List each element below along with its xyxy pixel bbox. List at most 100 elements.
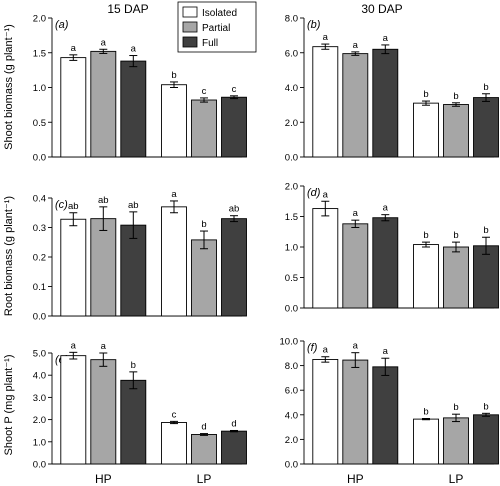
bar-full-hp: [372, 217, 399, 309]
y-tick-label: 6.0: [285, 386, 298, 397]
y-tick-label: 2.0: [285, 435, 298, 446]
bar-isolated-hp: [60, 218, 87, 317]
significance-letter: b: [201, 219, 206, 230]
significance-letter: b: [483, 82, 488, 93]
significance-letter: b: [131, 360, 136, 371]
y-tick-label: 0.2: [33, 253, 46, 264]
y-tick-label: 0.4: [33, 194, 46, 205]
legend-label-isolated: Isolated: [202, 8, 237, 19]
bar-partial-lp: [443, 104, 469, 158]
significance-letter: ab: [98, 195, 109, 206]
panel-a: 0.0 0.5 1.0 1.5 2.0 (a) a a a b c c: [33, 14, 247, 164]
significance-letter: a: [353, 208, 359, 219]
y-tick-label: 5.0: [33, 349, 46, 360]
bar-isolated-lp: [413, 244, 439, 309]
significance-letter: a: [383, 203, 389, 214]
significance-letter: a: [131, 44, 137, 55]
x-category-label: HP: [95, 472, 112, 486]
bar-full-hp: [120, 60, 147, 158]
bar-partial-lp: [443, 417, 469, 465]
significance-letter: ab: [68, 201, 79, 212]
bar-full-hp: [120, 379, 147, 465]
significance-letter: a: [323, 32, 329, 43]
significance-letter: a: [101, 341, 107, 352]
legend-swatch-full: [182, 36, 198, 48]
y-tick-label: 4.0: [285, 83, 298, 94]
y-tick-label: 1.0: [33, 83, 46, 94]
significance-letter: c: [202, 86, 207, 97]
bar-full-lp: [221, 96, 247, 158]
significance-letter: b: [171, 70, 176, 81]
significance-letter: a: [383, 346, 389, 357]
y-tick-label: 2.0: [285, 118, 298, 129]
y-tick-label: 1.5: [285, 212, 298, 223]
significance-letter: b: [423, 406, 428, 417]
y-tick-label: 0.0: [285, 153, 298, 164]
bar-isolated-lp: [161, 422, 187, 465]
y-tick-label: 4.0: [33, 371, 46, 382]
y-tick-label: 10.0: [280, 337, 299, 348]
bar-partial-hp: [342, 53, 369, 158]
bar-partial-lp: [191, 434, 217, 465]
legend-label-partial: Partial: [202, 23, 230, 34]
y-tick-label: 2.0: [33, 14, 46, 25]
legend-swatch-partial: [182, 21, 198, 33]
panel-f: 0.0 2.0 4.0 6.0 8.0 10.0 (f) a a a HP b b b LP: [280, 337, 499, 486]
significance-letter: c: [232, 84, 237, 95]
significance-letter: a: [71, 340, 77, 351]
y-tick-label: 2.0: [33, 415, 46, 426]
significance-letter: a: [71, 43, 77, 54]
col-title-15dap: 15 DAP: [107, 2, 148, 16]
y-tick-label: 8.0: [285, 14, 298, 25]
y-tick-label: 1.0: [285, 243, 298, 254]
bar-isolated-hp: [312, 359, 339, 465]
x-category-label: LP: [197, 472, 212, 486]
bar-isolated-lp: [161, 84, 187, 158]
significance-letter: d: [231, 418, 236, 429]
bar-partial-hp: [342, 359, 369, 465]
x-category-label: LP: [449, 472, 464, 486]
significance-letter: ab: [128, 200, 139, 211]
legend-swatch-isolated: [182, 6, 198, 18]
y-tick-label: 0.5: [285, 273, 298, 284]
bar-partial-lp: [191, 99, 217, 158]
significance-letter: ab: [229, 204, 240, 215]
y-tick-label: 0.0: [285, 304, 298, 315]
y-tick-label: 4.0: [285, 410, 298, 421]
significance-letter: a: [383, 33, 389, 44]
bar-full-hp: [372, 48, 399, 158]
y-tick-label: 0.0: [33, 460, 46, 471]
significance-letter: b: [423, 89, 428, 100]
y-tick-label: 0.1: [33, 282, 46, 293]
y-tick-label: 8.0: [285, 361, 298, 372]
bar-partial-hp: [90, 50, 117, 158]
y-tick-label: 3.0: [33, 393, 46, 404]
bar-full-lp: [473, 414, 499, 465]
bar-isolated-hp: [312, 46, 339, 158]
significance-letter: a: [323, 345, 329, 356]
significance-letter: b: [483, 401, 488, 412]
significance-letter: c: [172, 409, 177, 420]
y-tick-label: 1.0: [33, 437, 46, 448]
bar-isolated-lp: [161, 206, 187, 317]
bar-partial-lp: [443, 246, 469, 309]
ylabel-shoot-biomass: Shoot biomass (g plant⁻¹): [3, 24, 15, 150]
panel-d: 0.00.51.01.52.0 (d) aa ab b b: [285, 182, 499, 315]
bar-full-lp: [221, 218, 247, 317]
panel-label: (f): [307, 342, 318, 354]
bar-isolated-hp: [60, 355, 87, 465]
y-tick-label: 0.0: [285, 460, 298, 471]
bar-partial-hp: [90, 359, 117, 465]
legend-label-full: Full: [202, 38, 218, 49]
significance-letter: b: [483, 225, 488, 236]
bar-full-hp: [120, 224, 147, 317]
y-tick-label: 0.0: [33, 153, 46, 164]
panel-label: (c): [55, 199, 68, 211]
col-title-30dap: 30 DAP: [361, 2, 402, 16]
significance-letter: a: [171, 189, 177, 200]
y-tick-label: 0.5: [33, 118, 46, 129]
significance-letter: b: [453, 230, 458, 241]
